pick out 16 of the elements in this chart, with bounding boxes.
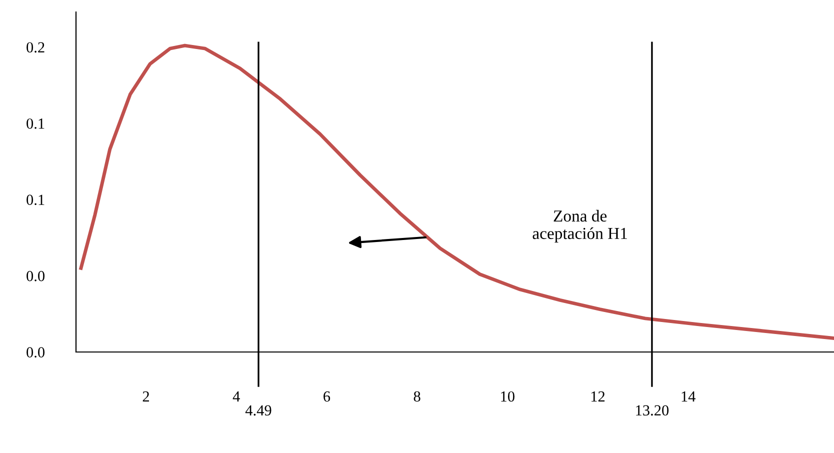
x-tick-label: 8 xyxy=(414,391,420,402)
x-tick-label: 12 xyxy=(591,391,605,402)
ref-line-label: 4.49 xyxy=(245,405,272,416)
y-tick-label: 0.1 xyxy=(26,118,44,129)
x-tick-label: 14 xyxy=(682,391,696,402)
y-tick-label: 0.0 xyxy=(26,270,45,282)
y-tick-label: 0.1 xyxy=(26,194,44,206)
x-tick-label: 4 xyxy=(232,391,240,402)
ref-line-label: 13.20 xyxy=(636,405,669,416)
x-tick-label: 10 xyxy=(501,391,514,402)
annotation: Zona de aceptación H1 xyxy=(532,210,627,242)
y-tick-label: 0.2 xyxy=(26,42,44,53)
line-series xyxy=(79,44,834,340)
x-tick-label: 2 xyxy=(142,391,149,402)
x-tick-label: 6 xyxy=(324,391,330,402)
y-tick-label: 0.0 xyxy=(26,347,45,358)
